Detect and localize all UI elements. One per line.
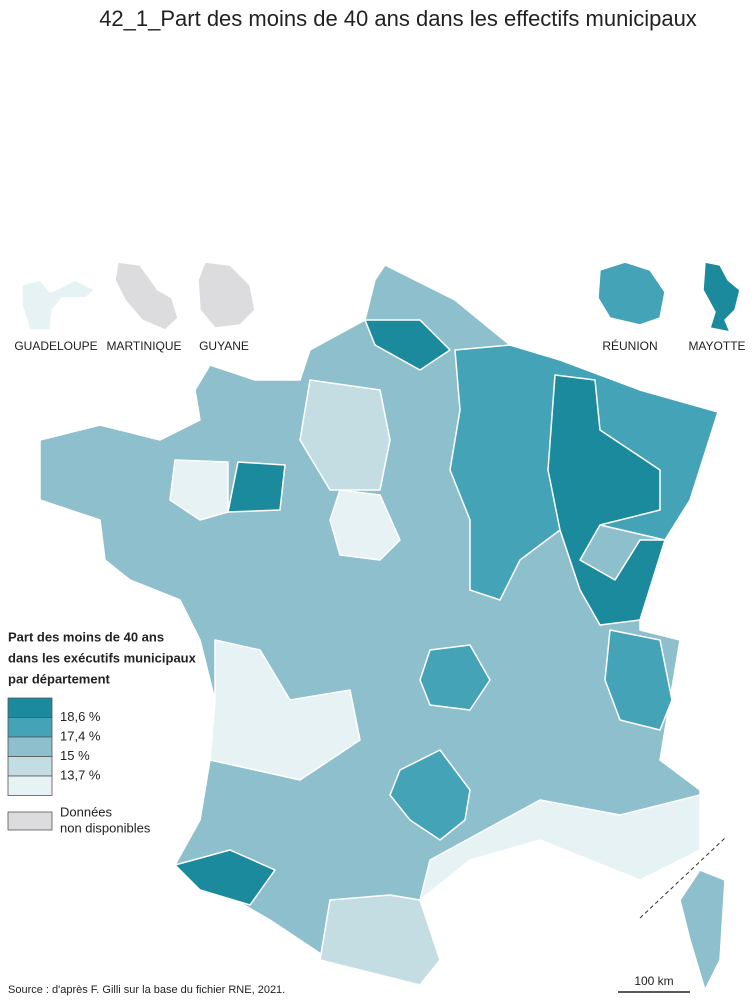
legend-label: 13,7 % (60, 767, 101, 782)
legend-title: Part des moins de 40 ans (8, 629, 164, 644)
region-mayenne (227, 461, 286, 513)
legend-label: 17,4 % (60, 728, 101, 743)
source: Source : d'après F. Gilli sur la base du… (8, 984, 285, 996)
region-seine-maritime (364, 319, 451, 371)
region-centre-dark (419, 644, 491, 711)
legend-swatch (7, 736, 53, 757)
region-pyrenees-atl (174, 849, 276, 906)
legend-no-data-label: Données (60, 804, 113, 819)
region-dark-east (547, 374, 666, 626)
corsica-inset-line (639, 837, 726, 919)
legend-swatch (7, 775, 53, 796)
overseas-label: MAYOTTE (688, 339, 745, 353)
corsica (679, 869, 726, 991)
region-pyrenees-light (319, 894, 441, 986)
legend-no-data (7, 811, 53, 831)
region-normandy-light (299, 379, 391, 491)
overseas-label: GUADELOUPE (14, 339, 97, 353)
legend-swatch (7, 717, 53, 738)
reunion-shape (597, 261, 666, 326)
region-alps (604, 629, 673, 731)
region-southwest-light (209, 639, 361, 781)
region-centre-light (329, 489, 401, 561)
overseas-label: GUYANE (199, 339, 249, 353)
mayotte-shape (702, 261, 741, 333)
legend-title: par département (8, 671, 111, 686)
guyane-shape (197, 261, 256, 329)
map-title: 42_1_Part des moins de 40 ans dans les e… (99, 6, 697, 31)
legend-swatch (7, 697, 53, 718)
scale-label: 100 km (634, 974, 673, 988)
overseas-label: RÉUNION (602, 338, 657, 353)
legend-label: 15 % (60, 748, 90, 763)
legend-no-data-label: non disponibles (60, 820, 151, 835)
region-west-light (169, 459, 229, 521)
region-south-dark (389, 749, 471, 841)
overseas-label: MARTINIQUE (106, 339, 181, 353)
guadeloupe-shape (21, 279, 96, 331)
france-mainland (39, 264, 719, 986)
legend-swatch (7, 756, 53, 777)
legend-title: dans les exécutifs municipaux (8, 650, 197, 665)
region-south-light (419, 794, 701, 901)
martinique-shape (114, 261, 179, 331)
legend-label: 18,6 % (60, 709, 101, 724)
